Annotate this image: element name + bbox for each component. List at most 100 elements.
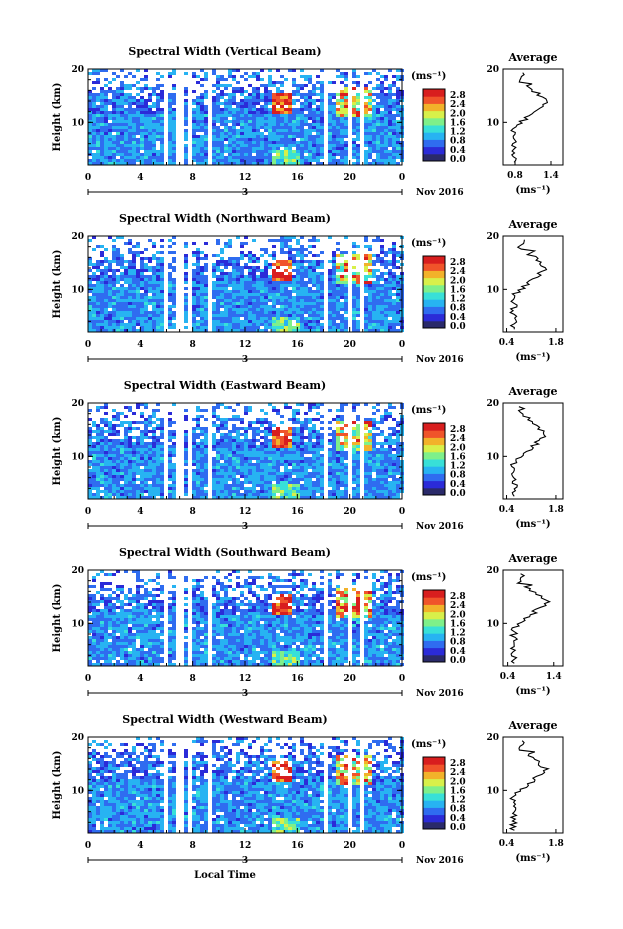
colorbar-tick-label: 1.6 (450, 786, 466, 796)
colorbar-segment (423, 110, 445, 119)
colorbar-tick-label: 2.4 (450, 267, 466, 277)
colorbar-segment (423, 320, 445, 329)
heatmap-cells (88, 69, 404, 165)
colorbar-segment (423, 299, 445, 307)
x-tick-label: 16 (291, 841, 304, 851)
colorbar-segment (423, 800, 445, 808)
colorbar-tick-label: 0.4 (450, 480, 466, 490)
colorbar-segment (423, 146, 445, 155)
colorbar-segment (423, 103, 445, 112)
average-frame (502, 569, 564, 667)
average-y-tick-label: 10 (486, 285, 499, 295)
average-profile-line (510, 72, 549, 163)
colorbar-tick-label: 2.8 (450, 759, 466, 769)
colorbar-segment (423, 277, 445, 286)
colorbar-segment (423, 117, 445, 126)
x-tick-label: 0 (85, 340, 91, 350)
date-label: 3 (242, 355, 248, 365)
month-label: Nov 2016 (416, 522, 464, 532)
y-tick-label: 10 (71, 118, 84, 128)
x-tick-label: 0 (399, 841, 405, 851)
average-x-label: (ms⁻¹) (515, 519, 550, 530)
heatmap-cells (88, 570, 404, 666)
colorbar-tick-label: 1.2 (450, 629, 466, 639)
x-tick-label: 8 (190, 173, 196, 183)
y-tick-label: 20 (71, 399, 84, 409)
colorbar-segment (423, 459, 445, 467)
average-profile-line (509, 406, 547, 497)
panel-title: Spectral Width (Vertical Beam) (128, 45, 321, 58)
y-tick-label: 20 (71, 566, 84, 576)
colorbar-tick-label: 1.2 (450, 295, 466, 305)
date-label: 3 (242, 522, 248, 532)
average-x-tick-label: 0.8 (507, 171, 523, 181)
x-axis-label: Local Time (194, 870, 256, 881)
x-tick-label: 16 (291, 340, 304, 350)
colorbar-tick-label: 2.0 (450, 109, 466, 119)
colorbar-segment (423, 437, 445, 446)
colorbar-segment (423, 611, 445, 620)
x-tick-label: 12 (239, 841, 252, 851)
x-tick-label: 20 (343, 340, 356, 350)
y-axis-label: Height (km) (52, 584, 63, 653)
average-frame (502, 402, 564, 500)
average-profile-line (508, 573, 552, 664)
colorbar-tick-label: 0.8 (450, 304, 466, 314)
colorbar-tick-label: 2.4 (450, 434, 466, 444)
date-label: 3 (242, 856, 248, 866)
average-profile-line (508, 740, 550, 831)
panel-5: Spectral Width (Westward Beam) 20 10 Height… (52, 713, 564, 881)
x-tick-label: 4 (137, 340, 143, 350)
panel-1: Spectral Width (Vertical Beam) 20 10 Height… (52, 45, 564, 198)
average-x-tick-label: 0.4 (499, 338, 515, 348)
average-y-tick-label: 10 (486, 786, 499, 796)
colorbar-frame (422, 756, 446, 830)
colorbar-segment (423, 814, 445, 823)
colorbar-segment (423, 451, 445, 460)
y-axis-label: Height (km) (52, 417, 63, 486)
average-x-label: (ms⁻¹) (515, 853, 550, 864)
colorbar-segment (423, 444, 445, 453)
average-x-tick-label: 1.4 (543, 171, 559, 181)
colorbar-segment (423, 604, 445, 613)
colorbar-tick-label: 2.8 (450, 91, 466, 101)
colorbar-tick-label: 0.8 (450, 471, 466, 481)
x-tick-label: 0 (85, 507, 91, 517)
date-label: 3 (242, 188, 248, 198)
heatmap-cells (88, 737, 404, 833)
colorbar-segment (423, 647, 445, 656)
average-x-label: (ms⁻¹) (515, 185, 550, 196)
x-tick-label: 8 (190, 507, 196, 517)
average-y-tick-label: 20 (486, 399, 499, 409)
average-title: Average (507, 218, 557, 231)
average-x-label: (ms⁻¹) (515, 686, 550, 697)
x-tick-label: 16 (291, 173, 304, 183)
average-title: Average (507, 385, 557, 398)
colorbar-segment (423, 473, 445, 482)
y-tick-label: 10 (71, 452, 84, 462)
colorbar-tick-label: 1.2 (450, 128, 466, 138)
colorbar-unit: (ms⁻¹) (411, 71, 446, 82)
average-y-tick-label: 20 (486, 566, 499, 576)
colorbar-frame (422, 422, 446, 496)
average-y-tick-label: 20 (486, 232, 499, 242)
colorbar-tick-label: 1.2 (450, 796, 466, 806)
colorbar-tick-label: 0.4 (450, 647, 466, 657)
x-tick-label: 12 (239, 674, 252, 684)
x-tick-label: 20 (343, 841, 356, 851)
colorbar-tick-label: 1.6 (450, 452, 466, 462)
colorbar-tick-label: 0.0 (450, 155, 466, 165)
colorbar-segment (423, 618, 445, 627)
colorbar-segment (423, 771, 445, 780)
colorbar-tick-label: 2.4 (450, 100, 466, 110)
x-tick-label: 16 (291, 674, 304, 684)
x-tick-label: 12 (239, 340, 252, 350)
colorbar-tick-label: 0.0 (450, 489, 466, 499)
x-tick-label: 0 (399, 674, 405, 684)
y-tick-label: 10 (71, 786, 84, 796)
colorbar-tick-label: 2.8 (450, 425, 466, 435)
y-axis-label: Height (km) (52, 250, 63, 319)
colorbar-tick-label: 2.8 (450, 592, 466, 602)
colorbar-segment (423, 256, 445, 264)
